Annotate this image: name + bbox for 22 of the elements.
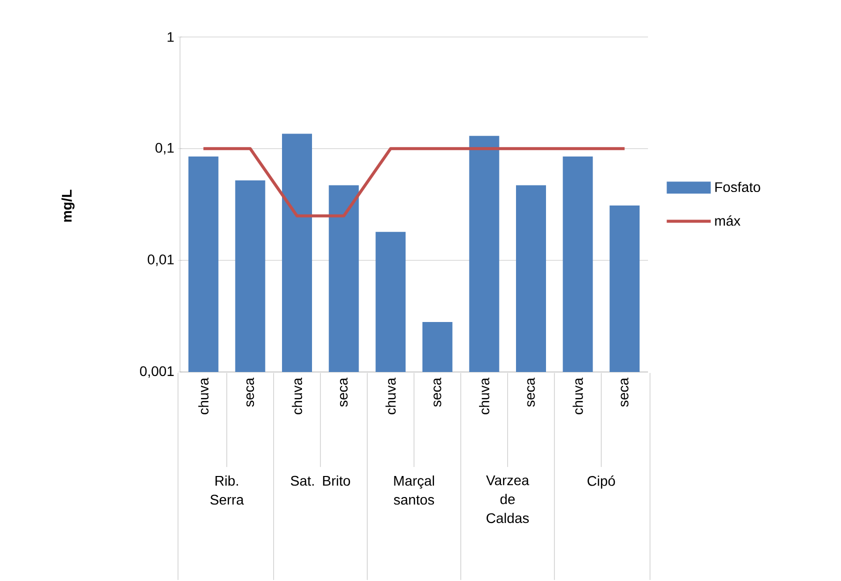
x-tick-label: seca bbox=[434, 378, 442, 407]
legend-label: máx bbox=[715, 215, 740, 226]
y-tick-label: 0,1 bbox=[156, 142, 174, 154]
x-tick-label: chuva bbox=[292, 378, 302, 414]
x-tick-label: chuva bbox=[572, 378, 583, 414]
text: Varzea de Caldas bbox=[486, 476, 530, 524]
text: Rib. Serra bbox=[210, 476, 244, 505]
y-axis-title: mg/L bbox=[61, 190, 75, 222]
x-tick-label: seca bbox=[246, 378, 254, 407]
y-tick-label: 0,01 bbox=[148, 254, 174, 266]
x-tick-label: seca bbox=[527, 378, 535, 407]
x-tick-label: chuva bbox=[479, 378, 490, 414]
x-tick-label: chuva bbox=[385, 378, 396, 414]
x-tick-label: chuva bbox=[198, 378, 209, 414]
y-tick-label: 1 bbox=[168, 32, 174, 42]
legend-label: Fosfato bbox=[715, 182, 760, 192]
text: Marçal santos bbox=[394, 476, 434, 505]
text: Cipó bbox=[588, 476, 615, 489]
y-tick-label: 0,001 bbox=[140, 366, 174, 378]
x-tick-label: seca bbox=[620, 378, 628, 407]
x-tick-label: seca bbox=[340, 378, 348, 407]
text: Sat. Brito bbox=[290, 476, 350, 486]
